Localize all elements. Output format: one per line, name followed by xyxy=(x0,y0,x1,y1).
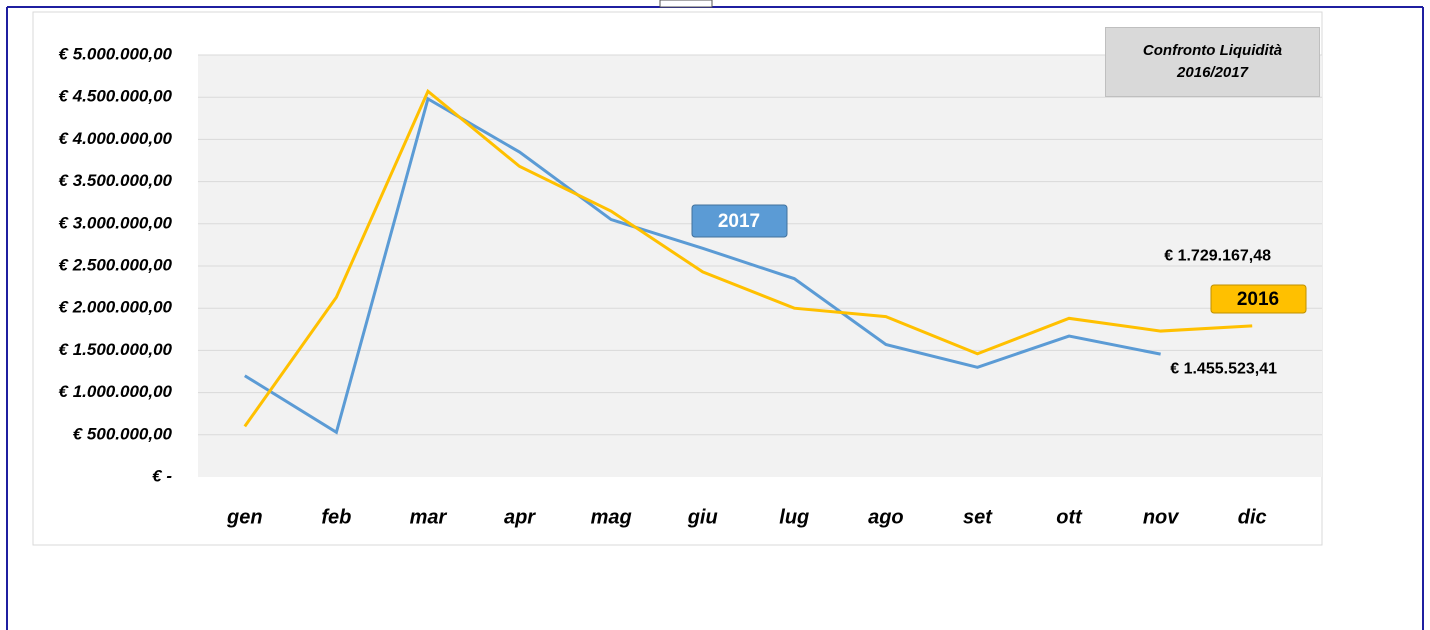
x-tick-label: set xyxy=(963,506,993,528)
y-tick-label: € 500.000,00 xyxy=(73,424,173,443)
value-label: € 1.729.167,48 xyxy=(1164,247,1271,264)
y-tick-label: € 4.000.000,00 xyxy=(59,129,173,148)
legend-swatch xyxy=(1210,284,1307,314)
x-tick-label: ago xyxy=(868,506,904,528)
x-tick-label: lug xyxy=(779,506,809,528)
x-tick-label: feb xyxy=(321,506,351,528)
y-tick-label: € 4.500.000,00 xyxy=(59,87,173,106)
x-tick-label: mag xyxy=(591,506,632,528)
legend-label: 2016 xyxy=(1237,289,1279,310)
x-tick-label: giu xyxy=(687,506,718,528)
y-tick-label: € 1.000.000,00 xyxy=(59,382,173,401)
x-tick-label: dic xyxy=(1238,506,1267,528)
x-tick-label: nov xyxy=(1143,506,1180,528)
y-tick-label: € 5.000.000,00 xyxy=(59,44,173,63)
legend-swatch xyxy=(691,204,788,238)
y-tick-label: € 1.500.000,00 xyxy=(59,340,173,359)
y-tick-label: € 2.500.000,00 xyxy=(59,255,173,274)
y-tick-label: € 3.000.000,00 xyxy=(59,213,173,232)
x-tick-label: apr xyxy=(504,506,536,528)
tab xyxy=(659,0,713,8)
series-line xyxy=(243,88,1253,428)
x-tick-label: gen xyxy=(226,506,263,528)
chart-title: Confronto Liquidità 2016/2017 xyxy=(1105,27,1320,97)
x-tick-label: ott xyxy=(1056,506,1083,528)
x-tick-label: mar xyxy=(410,506,448,528)
series-line xyxy=(244,96,1161,435)
y-tick-label: € 2.000.000,00 xyxy=(59,298,173,317)
legend-label: 2017 xyxy=(718,211,760,232)
y-tick-label: € - xyxy=(152,466,172,485)
value-label: € 1.455.523,41 xyxy=(1170,360,1277,377)
y-tick-label: € 3.500.000,00 xyxy=(59,171,173,190)
